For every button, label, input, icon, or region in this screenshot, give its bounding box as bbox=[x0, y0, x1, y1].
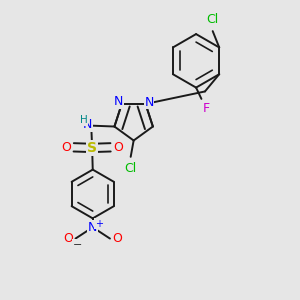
Text: −: − bbox=[73, 239, 82, 250]
Text: N: N bbox=[113, 95, 123, 108]
Text: O: O bbox=[113, 141, 123, 154]
Text: S: S bbox=[87, 141, 97, 155]
Text: O: O bbox=[63, 232, 73, 245]
Text: N: N bbox=[88, 221, 98, 234]
Text: O: O bbox=[61, 141, 71, 154]
Text: N: N bbox=[144, 96, 154, 109]
Text: Cl: Cl bbox=[124, 162, 137, 175]
Text: +: + bbox=[95, 219, 103, 229]
Text: H: H bbox=[80, 115, 88, 125]
Text: O: O bbox=[112, 232, 122, 245]
Text: N: N bbox=[83, 118, 92, 131]
Text: Cl: Cl bbox=[207, 13, 219, 26]
Text: F: F bbox=[203, 102, 210, 115]
